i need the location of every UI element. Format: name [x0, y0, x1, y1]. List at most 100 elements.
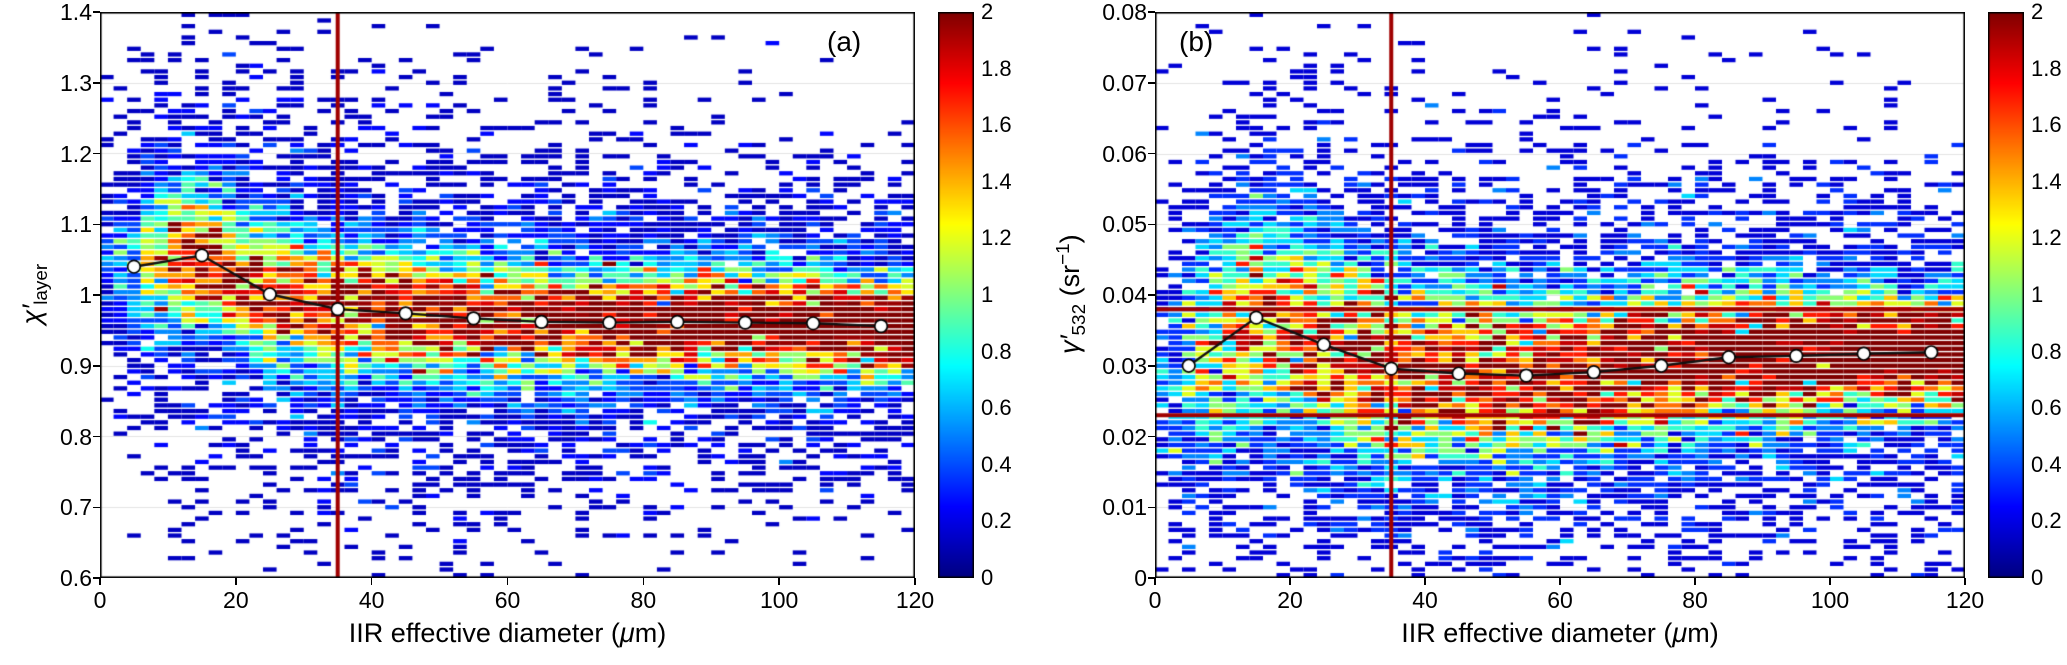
y-axis-symbol-b: γ′ — [1054, 335, 1085, 355]
mu-symbol-a: μ — [619, 618, 635, 648]
x-tick-label: 120 — [895, 587, 935, 613]
y-tick-label: 1.4 — [60, 0, 92, 25]
y-tick-label: 1 — [79, 282, 92, 308]
y-tick — [1148, 506, 1155, 508]
x-axis-label-text-a: IIR effective diameter ( — [348, 618, 620, 648]
colorbar-a — [938, 12, 974, 578]
x-tick-label: 40 — [358, 587, 385, 613]
colorbar-tick-label: 2 — [981, 0, 994, 24]
x-axis-label-text-b: IIR effective diameter ( — [1401, 618, 1673, 648]
y-tick — [93, 223, 100, 225]
y-tick-label: 0.7 — [60, 494, 92, 521]
x-tick-label: 20 — [1277, 587, 1303, 613]
x-tick — [1964, 578, 1966, 585]
y-tick-label: 0.07 — [1102, 69, 1147, 96]
x-axis-label-unit-a: m) — [634, 618, 667, 648]
colorbar-tick-label: 0.8 — [2031, 338, 2062, 364]
y-tick — [93, 577, 100, 579]
y-tick — [1148, 365, 1155, 367]
x-tick — [778, 578, 780, 585]
x-axis-label-unit-b: m) — [1687, 618, 1719, 648]
y-axis-unit-sup-b: −1 — [1052, 243, 1074, 265]
x-tick-label: 120 — [1945, 587, 1985, 613]
y-tick-label: 0.9 — [60, 352, 92, 379]
x-tick-label: 40 — [1412, 587, 1438, 613]
y-tick-label: 0.8 — [60, 423, 92, 450]
y-axis-unit-post-b: ) — [1054, 234, 1085, 244]
x-tick — [1289, 578, 1291, 585]
y-tick — [93, 11, 100, 13]
x-tick-label: 100 — [1810, 587, 1850, 613]
y-tick — [93, 435, 100, 438]
y-tick — [93, 506, 100, 508]
x-tick-label: 0 — [93, 587, 107, 613]
colorbar-tick-label: 0.6 — [2031, 395, 2062, 421]
y-tick-label: 0.06 — [1102, 140, 1147, 167]
y-tick — [1148, 294, 1155, 296]
y-tick-label: 0.08 — [1102, 0, 1147, 25]
x-tick — [99, 578, 101, 585]
x-tick-label: 100 — [759, 587, 799, 613]
colorbar-tick-label: 0.2 — [2031, 508, 2062, 534]
colorbar-tick-label: 1.4 — [2031, 168, 2062, 194]
colorbar-tick-label: 1 — [981, 282, 994, 307]
x-tick — [506, 578, 509, 585]
x-tick-label: 20 — [223, 587, 249, 613]
y-tick — [1148, 223, 1155, 225]
y-tick-label: 1.1 — [60, 211, 92, 238]
y-tick-label: 0.04 — [1102, 282, 1147, 308]
y-tick-label: 1.3 — [60, 69, 92, 96]
colorbar-tick-label: 0 — [2031, 565, 2044, 590]
colorbar-tick-label: 2 — [2031, 0, 2044, 24]
colorbar-tick-label: 1.6 — [2031, 112, 2062, 138]
x-tick-label: 60 — [1547, 587, 1573, 613]
x-tick — [1154, 578, 1156, 585]
y-tick-label: 0.05 — [1102, 211, 1147, 238]
x-tick-label: 80 — [1682, 587, 1708, 613]
y-tick-label: 0 — [1134, 565, 1147, 591]
x-tick — [235, 578, 237, 585]
y-tick — [93, 152, 100, 155]
y-tick — [1148, 435, 1155, 438]
y-tick-label: 0.01 — [1102, 494, 1147, 521]
x-tick — [1829, 578, 1831, 585]
y-tick-label: 0.03 — [1102, 352, 1147, 379]
colorbar-tick-label: 1.2 — [981, 225, 1012, 251]
colorbar-tick-label: 0 — [981, 565, 994, 590]
x-tick — [1694, 578, 1696, 585]
x-tick — [370, 578, 373, 585]
heatmap-plot-a — [100, 12, 915, 578]
x-tick — [914, 578, 916, 585]
panel-letter-a: (a) — [827, 26, 862, 57]
mu-symbol-b: μ — [1672, 618, 1688, 648]
y-tick — [1148, 152, 1155, 155]
y-tick — [1148, 82, 1155, 84]
colorbar-tick-label: 0.8 — [981, 338, 1012, 364]
y-tick — [93, 82, 100, 84]
colorbar-tick-label: 0.4 — [2031, 451, 2062, 477]
x-tick-label: 60 — [494, 587, 521, 613]
y-tick — [1148, 11, 1155, 13]
x-tick — [1424, 578, 1426, 585]
colorbar-tick-label: 0.6 — [981, 395, 1012, 421]
colorbar-tick-label: 1.4 — [981, 168, 1012, 194]
colorbar-tick-label: 0.4 — [981, 451, 1012, 477]
x-tick-label: 80 — [630, 587, 657, 613]
colorbar-tick-label: 1.8 — [981, 55, 1012, 81]
heatmap-plot-b — [1155, 12, 1965, 578]
x-axis-label-a: IIR effective diameter (μm) — [248, 618, 768, 649]
y-tick-label: 1.2 — [60, 140, 92, 167]
colorbar-tick-label: 1 — [2031, 282, 2044, 307]
y-tick — [93, 365, 100, 367]
colorbar-tick-label: 1.6 — [981, 112, 1012, 138]
x-axis-label-b: IIR effective diameter (μm) — [1300, 618, 1820, 649]
y-axis-unit-pre-b: (sr — [1054, 264, 1085, 304]
colorbar-tick-label: 1.8 — [2031, 55, 2062, 81]
colorbar-tick-label: 1.2 — [2031, 225, 2062, 251]
colorbar-tick-label: 0.2 — [981, 508, 1012, 534]
y-tick-label: 0.02 — [1102, 423, 1147, 450]
panel-letter-b: (b) — [1179, 26, 1214, 57]
y-tick — [1148, 577, 1155, 579]
y-tick — [93, 294, 100, 296]
